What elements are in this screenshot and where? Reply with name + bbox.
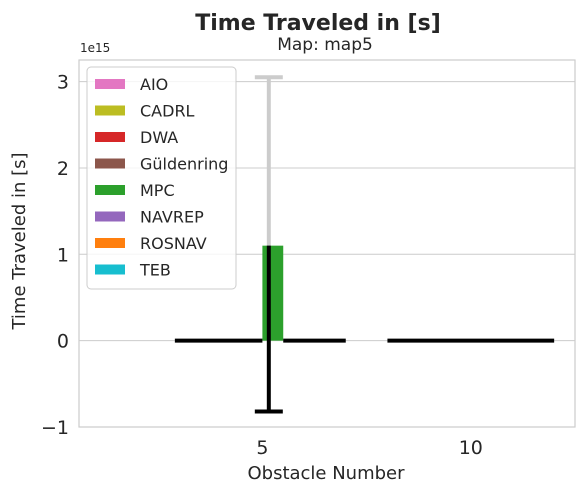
legend-swatch bbox=[95, 132, 125, 142]
y-tick-label: 2 bbox=[57, 158, 69, 180]
legend-swatch bbox=[95, 264, 125, 275]
x-tick-label: 5 bbox=[256, 437, 268, 459]
legend-label: AIO bbox=[140, 75, 168, 94]
legend-label: TEB bbox=[139, 261, 171, 280]
bar-mpc bbox=[262, 245, 284, 341]
legend-label: NAVREP bbox=[140, 208, 204, 227]
axes-frame bbox=[78, 59, 576, 428]
y-tick-label: 1 bbox=[57, 244, 69, 266]
legend-swatch bbox=[95, 105, 125, 116]
legend-swatch bbox=[95, 238, 125, 248]
y-axis-label: Time Traveled in [s] bbox=[9, 152, 30, 330]
legend-label: ROSNAV bbox=[140, 234, 207, 253]
chart-subtitle: Map: map5 bbox=[277, 35, 373, 55]
legend-label: MPC bbox=[140, 181, 175, 200]
legend-swatch bbox=[95, 211, 125, 222]
legend: AIO CADRL DWA Güldenring MPC NAVREP ROSNAV TEB bbox=[86, 66, 237, 290]
x-tick-label: 10 bbox=[459, 437, 483, 459]
legend-label: Güldenring bbox=[140, 155, 228, 174]
legend-swatch bbox=[95, 185, 125, 195]
y-tick-label: −1 bbox=[41, 417, 69, 439]
y-tick-label: 3 bbox=[57, 72, 69, 94]
legend-swatch bbox=[95, 158, 125, 169]
plot-area bbox=[174, 75, 555, 414]
y-tick-label: 0 bbox=[57, 331, 69, 353]
x-axis-label: Obstacle Number bbox=[247, 463, 405, 484]
axes: −1 0 1 2 3 5 10 bbox=[41, 59, 576, 459]
legend-box bbox=[86, 66, 237, 290]
legend-label: CADRL bbox=[140, 102, 195, 121]
chart-title: Time Traveled in [s] bbox=[195, 11, 441, 36]
y-scale-label: 1e15 bbox=[80, 41, 110, 55]
legend-label: DWA bbox=[140, 128, 178, 147]
legend-swatch bbox=[95, 79, 125, 89]
